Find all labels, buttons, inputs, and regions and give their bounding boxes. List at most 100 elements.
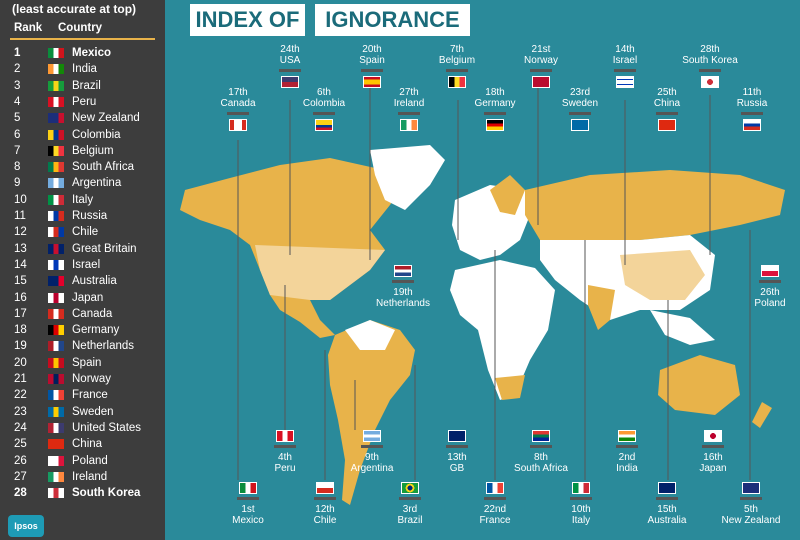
label-bar: [392, 280, 414, 283]
southeast-asia-landmass: [650, 310, 715, 345]
ranking-row: 26 Poland: [0, 453, 165, 469]
label-country: Russia: [736, 98, 768, 109]
label-rank: 6th: [317, 87, 331, 98]
label-country: China: [653, 98, 681, 109]
label-norway: 21st Norway: [506, 44, 576, 88]
label-country: Peru: [274, 463, 296, 474]
ranking-row: 23 Sweden: [0, 404, 165, 420]
label-usa: 24th USA: [255, 44, 325, 88]
mexico-landmass: [270, 295, 335, 338]
country-name: South Africa: [72, 161, 135, 174]
label-bar: [530, 69, 552, 72]
ranking-row: 18 Germany: [0, 322, 165, 338]
country-flag-icon: [48, 390, 64, 401]
label-rank: 8th: [534, 452, 548, 463]
sidebar-header: (least accurate at top): [12, 2, 137, 16]
label-south-korea: 28th South Korea: [675, 44, 745, 88]
country-name: Mexico: [72, 47, 111, 59]
rank-number: 6: [14, 128, 21, 141]
label-rank: 11th: [742, 87, 762, 98]
country-name: United States: [72, 421, 142, 434]
label-country: Sweden: [561, 98, 599, 109]
label-rank: 27th: [399, 87, 419, 98]
rank-number: 15: [14, 275, 27, 288]
ranking-row: 8 South Africa: [0, 159, 165, 175]
label-country: Netherlands: [376, 298, 430, 309]
label-rank: 2nd: [618, 452, 636, 463]
china-landmass: [620, 250, 705, 300]
brazil-flag-icon: [401, 482, 419, 494]
country-name: France: [72, 389, 108, 402]
label-country: India: [616, 463, 638, 474]
australia-landmass: [658, 355, 740, 415]
country-name: Israel: [72, 258, 101, 271]
label-bar: [484, 497, 506, 500]
label-rank: 4th: [278, 452, 292, 463]
rank-number: 10: [14, 193, 27, 206]
country-name: Italy: [72, 193, 94, 206]
label-country: Belgium: [438, 55, 476, 66]
ranking-row: 2 India: [0, 61, 165, 77]
label-country: New Zealand: [721, 515, 781, 526]
country-name: New Zealand: [72, 112, 140, 125]
new-zealand-flag-icon: [742, 482, 760, 494]
label-country: Australia: [647, 515, 687, 526]
ranking-row: 1 Mexico: [0, 45, 165, 61]
scandinavia-landmass: [490, 175, 525, 215]
label-bar: [530, 445, 552, 448]
label-bar: [237, 497, 259, 500]
argentina-flag-icon: [363, 430, 381, 442]
ranking-sidebar: (least accurate at top) Rank Country 1 Me…: [0, 0, 165, 540]
country-flag-icon: [48, 243, 64, 254]
label-rank: 26th: [760, 287, 780, 298]
country-name: Ireland: [72, 470, 108, 483]
ranking-row: 28 South Korea: [0, 485, 165, 501]
country-flag-icon: [48, 145, 64, 156]
rank-column-header: Rank: [14, 22, 43, 34]
country-name: Colombia: [72, 128, 121, 141]
label-bar: [398, 112, 420, 115]
new-zealand-landmass: [752, 402, 772, 428]
label-country: South Africa: [514, 463, 568, 474]
label-france: 22nd France: [460, 482, 530, 526]
ranking-row: 5 New Zealand: [0, 110, 165, 126]
country-flag-icon: [48, 325, 64, 336]
rank-number: 23: [14, 405, 27, 418]
label-country: Brazil: [397, 515, 423, 526]
rank-number: 24: [14, 421, 27, 434]
country-flag-icon: [48, 357, 64, 368]
country-flag-icon: [48, 162, 64, 173]
world-map: [180, 88, 785, 505]
label-bar: [274, 445, 296, 448]
sweden-flag-icon: [571, 119, 589, 131]
ranking-row: 6 Colombia: [0, 127, 165, 143]
country-name: China: [72, 438, 103, 451]
label-bar: [313, 112, 335, 115]
country-name: Norway: [72, 373, 111, 385]
ranking-row: 13 Great Britain: [0, 241, 165, 257]
label-rank: 14th: [615, 44, 635, 55]
label-rank: 17th: [228, 87, 248, 98]
norway-flag-icon: [532, 76, 550, 88]
rank-number: 7: [14, 144, 21, 157]
ranking-row: 17 Canada: [0, 306, 165, 322]
ranking-row: 22 France: [0, 387, 165, 403]
label-country: Argentina: [350, 463, 394, 474]
rank-number: 17: [14, 307, 27, 320]
rank-number: 5: [14, 112, 21, 125]
country-flag-icon: [48, 96, 64, 107]
label-bar: [702, 445, 724, 448]
italy-flag-icon: [572, 482, 590, 494]
country-flag-icon: [48, 259, 64, 270]
ranking-row: 11 Russia: [0, 208, 165, 224]
label-chile: 12th Chile: [290, 482, 360, 526]
country-name: Argentina: [72, 177, 122, 190]
label-rank: 7th: [450, 44, 464, 55]
rank-number: 14: [14, 258, 27, 271]
label-italy: 10th Italy: [546, 482, 616, 526]
label-country: Ireland: [393, 98, 425, 109]
label-country: Mexico: [232, 515, 264, 526]
label-rank: 23rd: [569, 87, 590, 98]
japan-flag-icon: [704, 430, 722, 442]
label-rank: 16th: [703, 452, 723, 463]
